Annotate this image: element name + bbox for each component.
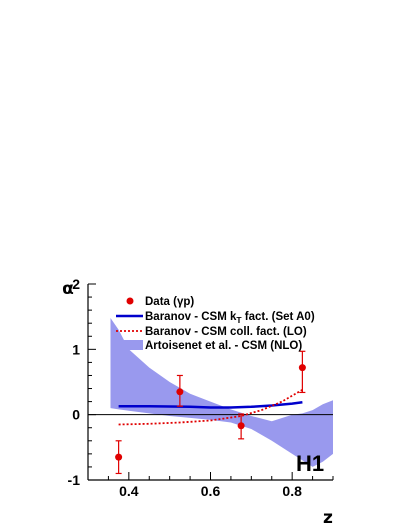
legend-label-baranov-kt-rest: fact. (Set A0) <box>242 311 315 323</box>
legend-label-data: Data (γp) <box>145 296 194 308</box>
band-artoisenet <box>110 318 333 467</box>
y-axis-title: α <box>62 279 74 299</box>
h1-logo: H1 <box>296 451 324 476</box>
data-point <box>176 388 184 396</box>
y-tick-label: 1 <box>72 341 80 357</box>
plot-content: 0.4 0.6 0.8 -1 0 1 2 <box>68 276 334 499</box>
data-point <box>237 422 245 430</box>
y-tick-label: 2 <box>72 276 80 292</box>
x-tick-label: 0.6 <box>201 483 221 499</box>
line-baranov-kt <box>118 401 303 409</box>
legend-label-baranov-kt-main: Baranov - CSM k <box>145 311 237 323</box>
x-tick-label: 0.4 <box>119 483 139 499</box>
legend-symbol-data <box>126 297 134 305</box>
y-tick-label: 0 <box>72 407 80 423</box>
legend-label-baranov-kt: Baranov - CSM kT fact. (Set A0) <box>145 311 315 325</box>
legend: Data (γp) Baranov - CSM kT fact. (Set A0… <box>116 296 315 352</box>
legend-label-baranov-coll: Baranov - CSM coll. fact. (LO) <box>145 326 307 338</box>
legend-label-baranov-kt-subscript: T <box>236 315 242 325</box>
x-tick-label: 0.8 <box>282 483 302 499</box>
y-tick-label: -1 <box>68 472 81 488</box>
x-axis-title: z <box>323 508 333 528</box>
data-point <box>115 453 123 461</box>
data-point <box>298 364 306 372</box>
legend-label-artoisenet: Artoisenet et al. - CSM (NLO) <box>145 340 302 352</box>
legend-symbol-artoisenet <box>116 340 143 350</box>
plot-layer <box>88 318 333 475</box>
